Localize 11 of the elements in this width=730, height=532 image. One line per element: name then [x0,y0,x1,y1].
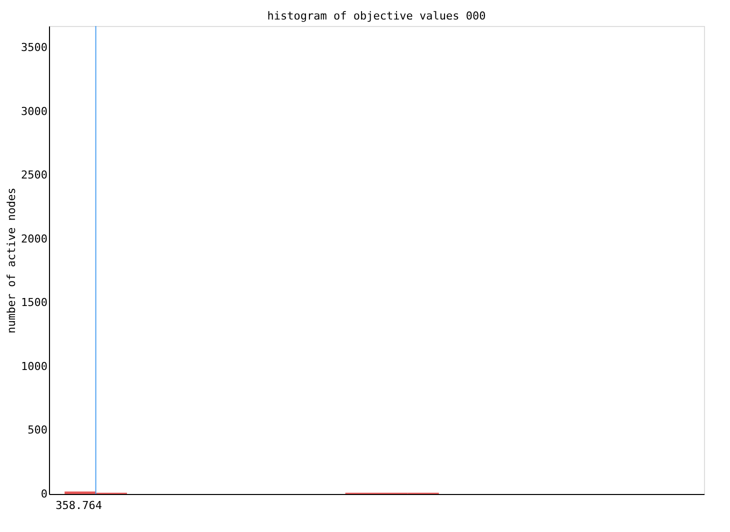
y-tick-label: 2500 [21,168,48,182]
y-tick-label: 1500 [21,296,48,310]
chart-title: histogram of objective values 000 [267,10,486,22]
y-tick-label: 500 [28,424,48,437]
y-axis-title: number of active nodes [5,188,18,334]
y-tick-label: 0 [40,488,48,500]
y-tick-label: 3500 [21,41,48,54]
y-tick-label: 3000 [21,104,48,118]
text: 358.764 [56,499,102,512]
y-tick-label: 2000 [21,232,48,246]
y-tick-label: 1000 [21,360,48,373]
